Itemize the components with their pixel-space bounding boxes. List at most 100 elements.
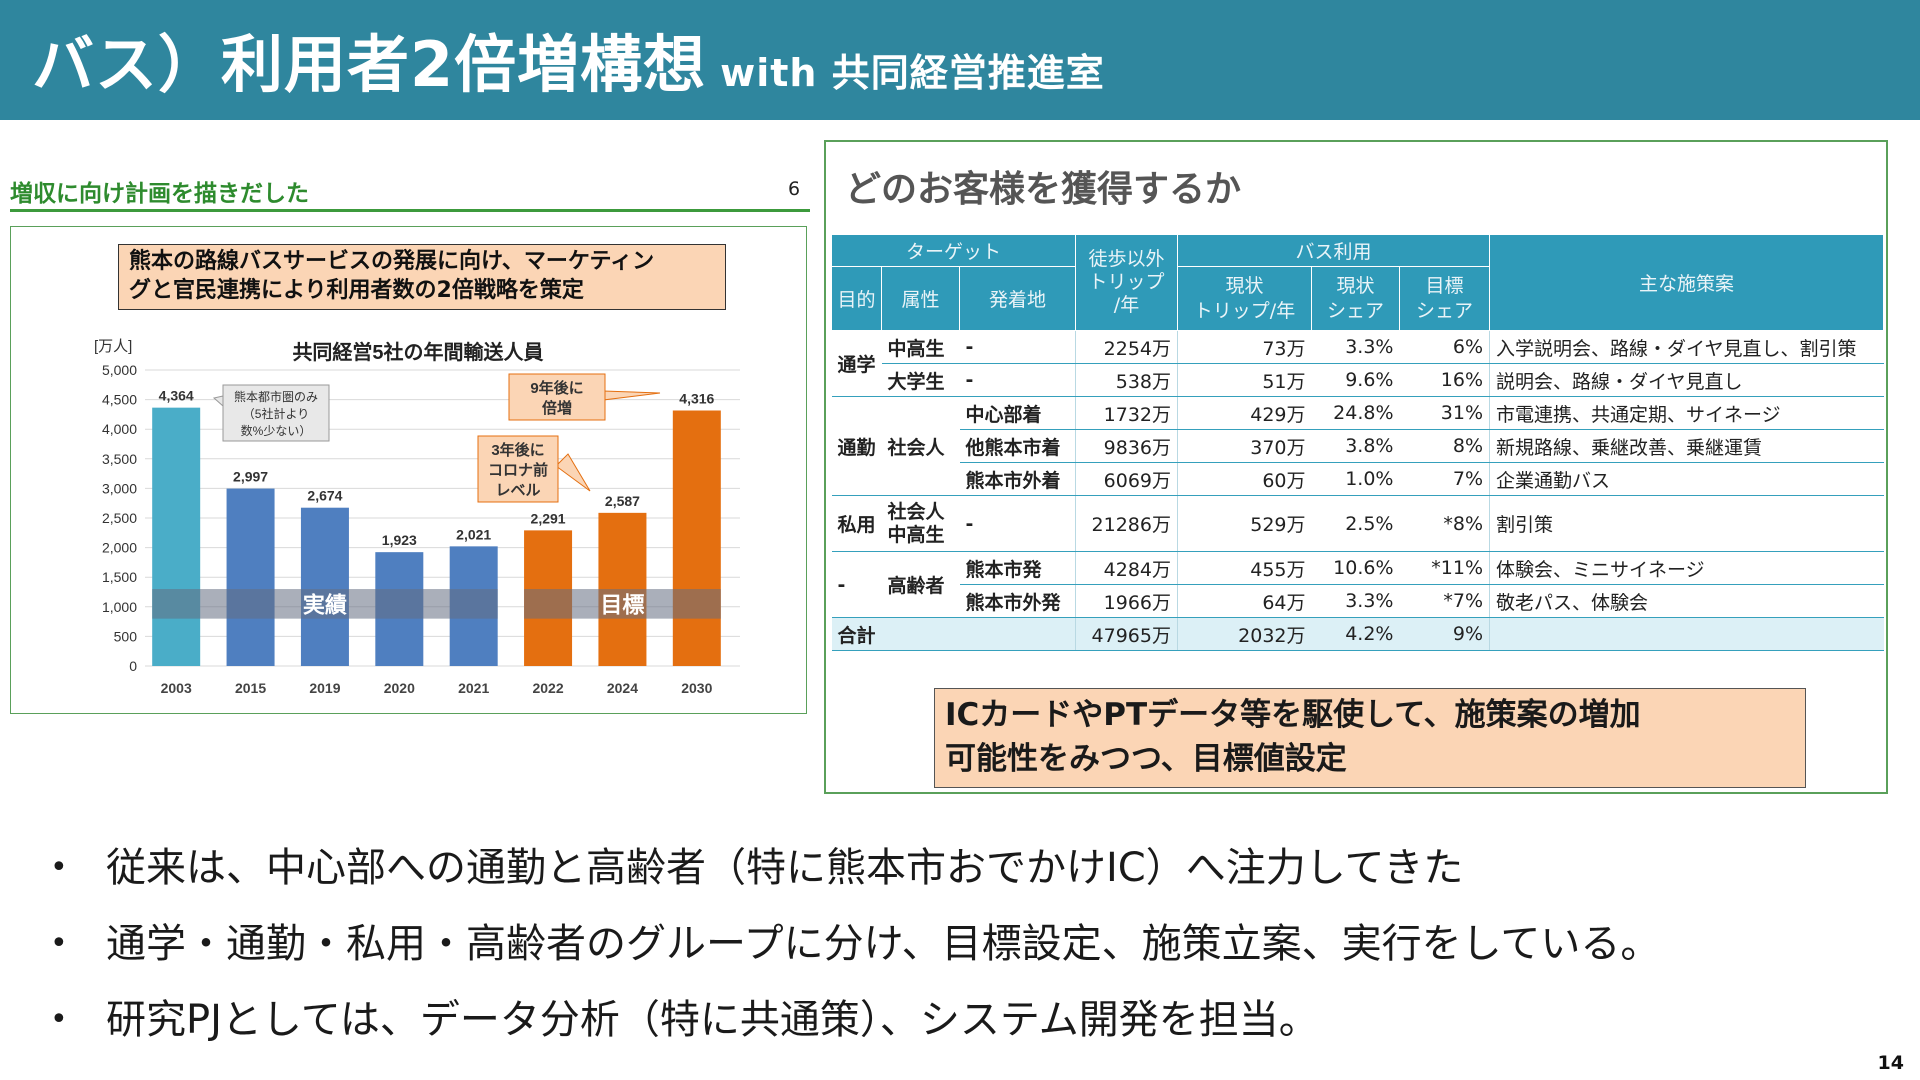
ic-card-note-line1: ICカードやPTデータ等を駆使して、施策案の増加 xyxy=(945,697,1641,733)
strategy-callout: 熊本の路線バスサービスの発展に向け、マーケティン グと官民連携により利用者数の2… xyxy=(118,244,726,310)
th-dest: 発着地 xyxy=(959,266,1076,331)
left-page-number: 6 xyxy=(788,178,801,200)
cell-cur-trips: 455万 xyxy=(1177,551,1312,585)
cell-measure: 新規路線、乗継改善、乗継運賃 xyxy=(1489,429,1884,463)
chart-ytick-label: 4,500 xyxy=(102,392,137,408)
cell-attr-line1: 社会人 xyxy=(887,500,945,523)
cell-dest: - xyxy=(959,330,1076,364)
chart-ytick-label: 3,000 xyxy=(102,480,137,496)
cell-purpose: - xyxy=(831,551,882,618)
left-panel-frame xyxy=(10,226,807,714)
bullet-item: • 通学・通勤・私用・高齢者のグループに分け、目標設定、施策立案、実行をしている。 xyxy=(48,906,1660,982)
cell-cur-share: 10.6% xyxy=(1311,551,1400,585)
chart-bar xyxy=(226,488,275,666)
chart-band-target xyxy=(524,589,721,619)
cell-goal-share: 31% xyxy=(1399,396,1490,430)
chart-annotation-box xyxy=(508,373,606,421)
chart-title: 共同経営5社の年間輸送人員 xyxy=(292,340,543,364)
th-trips-line2: トリップ xyxy=(1088,271,1165,293)
chart-bar xyxy=(300,507,349,666)
table-row: 通学 中高生 - 2254万 73万 3.3% 6% 入学説明会、路線・ダイヤ見… xyxy=(831,330,1884,397)
cell-measure: 入学説明会、路線・ダイヤ見直し、割引策 xyxy=(1489,330,1884,364)
cell-goal-share: 16% xyxy=(1399,363,1490,397)
th-target: ターゲット xyxy=(831,234,1076,267)
cell-goal-share: 8% xyxy=(1399,429,1490,463)
th-cur-trips-line2: トリップ/年 xyxy=(1193,299,1296,322)
chart-annotation-text: （5社計より xyxy=(243,406,309,421)
th-cur-trips: 現状 トリップ/年 xyxy=(1177,266,1312,331)
strategy-callout-line1: 熊本の路線バスサービスの発展に向け、マーケティン xyxy=(129,249,655,274)
th-purpose: 目的 xyxy=(831,266,882,331)
cell-purpose: 私用 xyxy=(831,495,882,552)
chart-ytick-label: 4,000 xyxy=(102,421,137,437)
chart-ytick-label: 500 xyxy=(114,628,138,644)
cell-cur-trips: 64万 xyxy=(1177,584,1312,618)
chart-ytick-label: 5,000 xyxy=(102,362,137,378)
table-row: - 高齢者 熊本市発 4284万 455万 10.6% *11% 体験会、ミニサ… xyxy=(831,551,1884,618)
chart-annotation-pointer xyxy=(212,395,224,408)
cell-attr: 社会人 xyxy=(881,396,960,496)
chart-annotation-box xyxy=(477,435,559,503)
table-subheader-row: 目的 属性 発着地 現状 トリップ/年 現状 シェア 目標 シェア xyxy=(831,266,1884,331)
chart-data-label: 2,674 xyxy=(307,488,342,504)
chart-ylabel: [万人] xyxy=(94,338,132,355)
chart-annotation-text: 倍増 xyxy=(542,399,572,417)
chart-xtick-label: 2024 xyxy=(607,680,638,696)
th-cur-trips-line1: 現状 xyxy=(1225,274,1264,297)
th-goal-share: 目標 シェア xyxy=(1398,266,1491,331)
th-attr: 属性 xyxy=(881,266,960,331)
cell-trips: 538万 xyxy=(1075,363,1178,397)
cell-cur-share: 3.3% xyxy=(1311,330,1400,364)
chart-ytick-label: 2,500 xyxy=(102,510,137,526)
title-text: バス）利用者2倍増構想 xyxy=(32,28,707,101)
th-goal-share-line1: 目標 xyxy=(1425,274,1464,297)
cell-cur-trips: 73万 xyxy=(1177,330,1312,364)
cell-measure: 説明会、路線・ダイヤ見直し xyxy=(1489,363,1884,397)
chart-data-label: 2,587 xyxy=(605,493,640,509)
cell-trips: 1732万 xyxy=(1075,396,1178,430)
chart-data-label: 2,997 xyxy=(233,469,268,485)
bullet-dot-icon: • xyxy=(50,926,68,961)
cell-measure: 敬老パス、体験会 xyxy=(1489,584,1884,618)
chart-ytick-label: 2,000 xyxy=(102,540,137,556)
chart-ytick-label: 0 xyxy=(129,658,137,674)
right-heading: どのお客様を獲得するか xyxy=(845,169,1242,210)
cell-measure: 割引策 xyxy=(1489,495,1884,552)
cell-trips: 1966万 xyxy=(1075,584,1178,618)
cell-measure: 企業通勤バス xyxy=(1489,462,1884,496)
cell-dest: 熊本市外発 xyxy=(959,584,1076,618)
chart-band-target-label: 目標 xyxy=(600,593,644,618)
cell-cur-share: 9.6% xyxy=(1311,363,1400,397)
cell-total-cur-trips: 2032万 xyxy=(1177,617,1312,651)
table-row: 熊本市外着 6069万 60万 1.0% 7% 企業通勤バス xyxy=(832,462,1884,496)
th-cur-share-line1: 現状 xyxy=(1336,274,1375,297)
cell-cur-share: 1.0% xyxy=(1311,462,1400,496)
chart-ytick-label: 1,000 xyxy=(102,599,137,615)
chart-annotation-text: コロナ前 xyxy=(488,461,548,479)
th-trips-line1: 徒歩以外 xyxy=(1088,248,1165,270)
table-total-row: 合計 47965万 2032万 4.2% 9% xyxy=(831,617,1884,651)
chart-band-actual xyxy=(152,589,498,619)
cell-trips: 4284万 xyxy=(1075,551,1178,585)
table-row: 熊本市外発 1966万 64万 3.3% *7% 敬老パス、体験会 xyxy=(832,584,1884,618)
th-bus-usage: バス利用 xyxy=(1176,234,1491,267)
cell-cur-share: 24.8% xyxy=(1311,396,1400,430)
cell-purpose: 通学 xyxy=(831,330,882,397)
left-heading: 増収に向け計画を描きだした xyxy=(10,181,309,207)
cell-dest: 他熊本市着 xyxy=(959,429,1076,463)
chart-annotation-box xyxy=(222,384,330,442)
cell-cur-trips: 370万 xyxy=(1177,429,1312,463)
chart-ytick-label: 1,500 xyxy=(102,569,137,585)
cell-cur-share: 3.8% xyxy=(1311,429,1400,463)
chart-data-label: 2,021 xyxy=(456,526,491,542)
cell-purpose: 通勤 xyxy=(831,396,882,496)
th-cur-share: 現状 シェア xyxy=(1311,266,1400,331)
target-table: ターゲット 徒歩以外 トリップ /年 バス利用 主な施策案 目的 属性 発着地 … xyxy=(831,234,1885,651)
chart-xtick-label: 2015 xyxy=(235,680,266,696)
ridership-bar-chart: [万人] 共同経営5社の年間輸送人員 0 500 1,000 1,500 2,000 2,50… xyxy=(94,338,740,696)
th-goal-share-line2: シェア xyxy=(1416,299,1474,322)
cell-measure: 市電連携、共通定期、サイネージ xyxy=(1489,396,1884,430)
cell-dest: 熊本市発 xyxy=(959,551,1076,585)
cell-cur-share: 3.3% xyxy=(1311,584,1400,618)
bullet-item: • 研究PJとしては、データ分析（特に共通策）、システム開発を担当。 xyxy=(48,982,1660,1058)
